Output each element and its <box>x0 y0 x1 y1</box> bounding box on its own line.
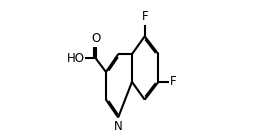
Text: N: N <box>114 120 122 133</box>
Text: O: O <box>91 32 100 45</box>
Text: HO: HO <box>67 52 85 65</box>
Text: F: F <box>170 75 177 88</box>
Text: F: F <box>142 10 148 23</box>
